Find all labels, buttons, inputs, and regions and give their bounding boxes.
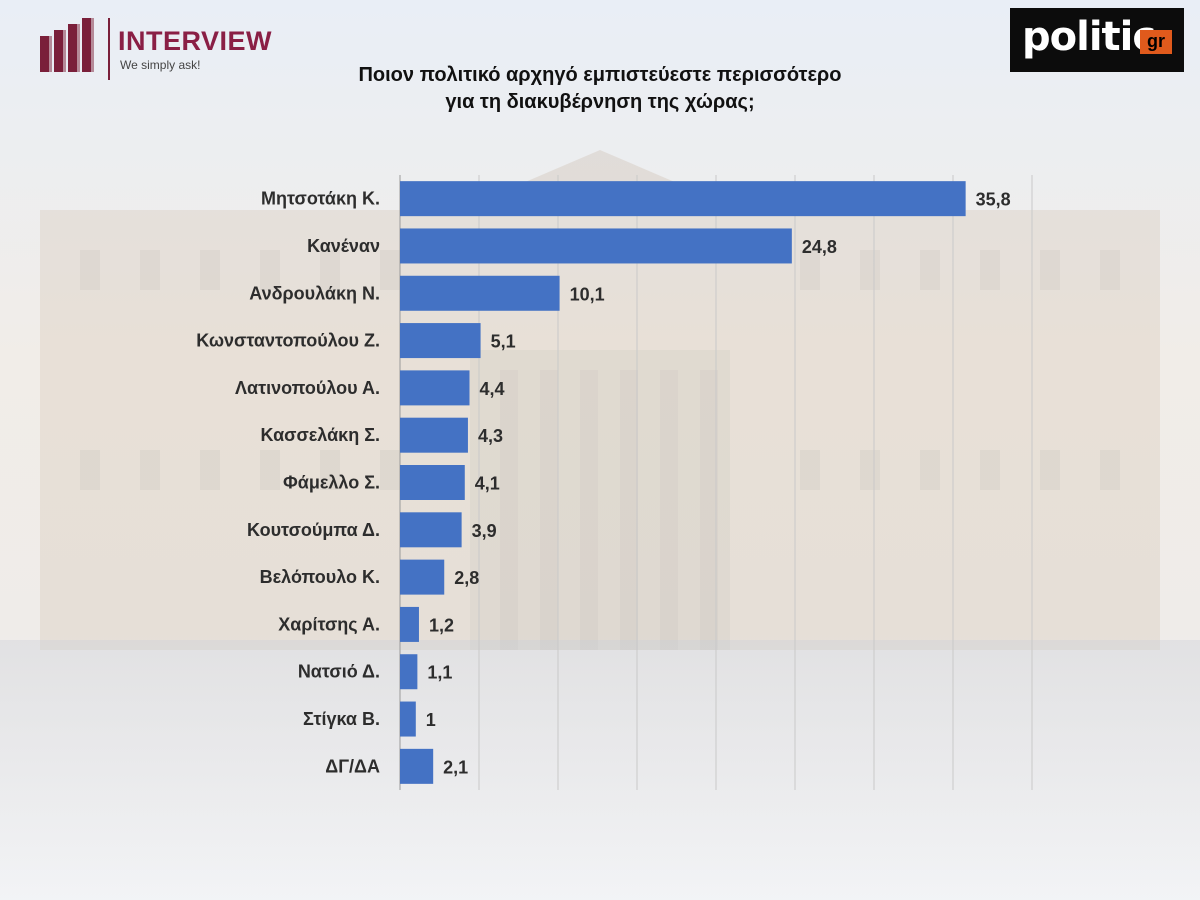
category-label: Βελόπουλο Κ. xyxy=(260,567,380,587)
data-label: 10,1 xyxy=(570,284,605,304)
bar xyxy=(400,701,416,737)
bar xyxy=(400,559,445,595)
bar xyxy=(400,228,792,264)
chart-title-line-2: για τη διακυβέρνηση της χώρας; xyxy=(445,91,755,113)
data-label: 5,1 xyxy=(491,332,516,352)
category-label: Ανδρουλάκη Ν. xyxy=(249,283,380,303)
bar xyxy=(400,748,434,784)
bar xyxy=(400,606,419,642)
parliament-building-background xyxy=(40,150,1160,650)
data-label: 3,9 xyxy=(472,521,497,541)
interview-bars-icon xyxy=(40,18,94,72)
bar xyxy=(400,181,966,217)
bar xyxy=(400,417,468,453)
logo-divider xyxy=(108,18,110,80)
category-label: Κωνσταντοπούλου Ζ. xyxy=(196,331,380,351)
data-label: 35,8 xyxy=(976,190,1011,210)
square-ground-background xyxy=(0,640,1200,900)
bar xyxy=(400,275,560,311)
data-label: 1,2 xyxy=(429,615,454,635)
data-label: 2,1 xyxy=(443,757,468,777)
bar xyxy=(400,323,481,359)
politic-logo: politic gr xyxy=(1010,8,1184,72)
interview-logo: INTERVIEW We simply ask! xyxy=(36,14,306,84)
category-label: Νατσιό Δ. xyxy=(298,662,380,682)
politic-suffix: gr xyxy=(1140,30,1172,54)
category-label: Μητσοτάκη Κ. xyxy=(261,189,380,209)
data-label: 2,8 xyxy=(454,568,479,588)
data-label: 4,1 xyxy=(475,474,500,494)
category-label: Λατινοπούλου Α. xyxy=(235,378,380,398)
bar xyxy=(400,370,470,406)
category-label: Στίγκα Β. xyxy=(303,709,380,729)
category-label: ΔΓ/ΔΑ xyxy=(325,756,380,776)
category-label: Κασσελάκη Σ. xyxy=(260,425,380,445)
category-label: Κουτσούμπα Δ. xyxy=(247,520,380,540)
bar xyxy=(400,512,462,548)
data-label: 4,4 xyxy=(480,379,505,399)
politic-name: politic xyxy=(1022,14,1156,60)
interview-name: INTERVIEW xyxy=(118,26,273,56)
bar xyxy=(400,465,465,500)
bar xyxy=(400,654,418,690)
category-label: Κανέναν xyxy=(307,236,380,256)
chart-title-line-1: Ποιον πολιτικό αρχηγό εμπιστεύεστε περισ… xyxy=(358,64,842,86)
data-label: 24,8 xyxy=(802,237,837,257)
data-label: 1,1 xyxy=(427,663,452,683)
interview-tagline: We simply ask! xyxy=(120,58,201,72)
category-label: Φάμελλο Σ. xyxy=(283,473,380,493)
category-label: Χαρίτσης Α. xyxy=(278,614,380,634)
data-label: 1 xyxy=(426,710,436,730)
data-label: 4,3 xyxy=(478,426,503,446)
chart-title: Ποιον πολιτικό αρχηγό εμπιστεύεστε περισ… xyxy=(250,62,950,116)
